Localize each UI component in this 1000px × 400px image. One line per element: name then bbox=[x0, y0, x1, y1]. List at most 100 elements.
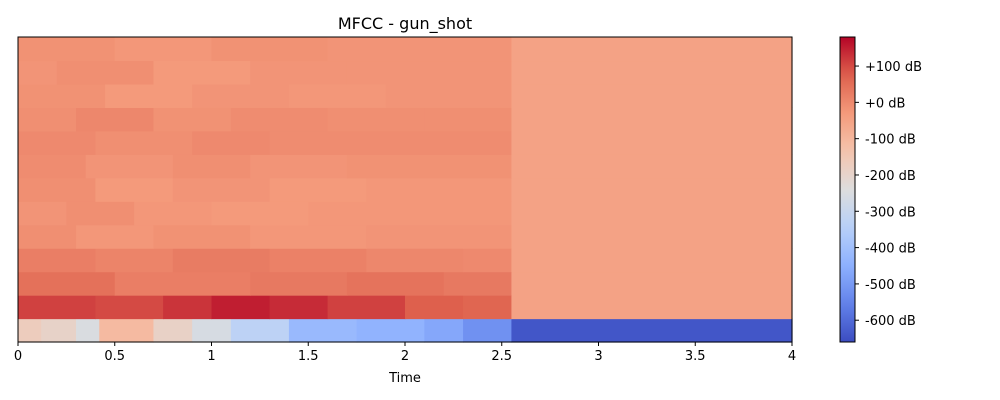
heatmap-cell bbox=[511, 83, 793, 108]
colorbar-tick-label: -500 dB bbox=[865, 278, 916, 293]
x-tick-label: 1.5 bbox=[298, 349, 319, 364]
heatmap-cell bbox=[443, 154, 513, 179]
heatmap-cell bbox=[366, 248, 464, 273]
heatmap-cell bbox=[269, 295, 329, 320]
heatmap-cell bbox=[288, 318, 358, 343]
heatmap-cell bbox=[56, 60, 155, 85]
heatmap-cell bbox=[18, 130, 96, 155]
x-axis-ticks: 0 0.5 1 1.5 2 2.5 3 3.5 4 bbox=[14, 342, 796, 364]
heatmap-cell bbox=[18, 154, 87, 179]
heatmap-cell bbox=[250, 154, 348, 179]
heatmap-cell bbox=[18, 271, 116, 296]
heatmap-cell bbox=[250, 60, 348, 85]
heatmap-cell bbox=[211, 295, 271, 320]
heatmap-cell bbox=[511, 271, 793, 296]
heatmap-cell bbox=[153, 107, 232, 132]
heatmap-cell bbox=[250, 271, 348, 296]
heatmap-cell bbox=[385, 83, 513, 108]
heatmap-cell bbox=[18, 177, 96, 202]
x-tick-label: 1 bbox=[207, 349, 215, 364]
heatmap-cell bbox=[511, 154, 793, 179]
heatmap-cell bbox=[18, 295, 96, 320]
heatmap-cell bbox=[230, 107, 329, 132]
colorbar-tick-label: -400 dB bbox=[865, 242, 916, 257]
x-tick-label: 0 bbox=[14, 349, 22, 364]
x-tick-label: 2.5 bbox=[491, 349, 512, 364]
colorbar-tick-label: -600 dB bbox=[865, 314, 916, 329]
heatmap-cell bbox=[511, 295, 793, 320]
heatmap-cell bbox=[211, 37, 329, 62]
heatmap-cell bbox=[172, 154, 251, 179]
heatmap-cell bbox=[95, 177, 174, 202]
heatmap-cell bbox=[76, 107, 155, 132]
heatmap-cell bbox=[327, 107, 425, 132]
heatmap-cell bbox=[114, 37, 213, 62]
colorbar-tick-label: +100 dB bbox=[865, 60, 922, 75]
heatmap-cell bbox=[443, 271, 513, 296]
colorbar-tick-label: +0 dB bbox=[865, 96, 905, 111]
heatmap-cell bbox=[95, 130, 193, 155]
heatmap-cell bbox=[269, 248, 367, 273]
heatmap-cell bbox=[511, 248, 793, 273]
heatmap-cell bbox=[463, 318, 513, 343]
heatmap-cell bbox=[346, 271, 445, 296]
heatmap-cell bbox=[66, 201, 135, 226]
heatmap-cell bbox=[327, 295, 406, 320]
heatmap-cell bbox=[366, 177, 513, 202]
heatmap-cell bbox=[18, 248, 96, 273]
heatmap-cell bbox=[172, 177, 271, 202]
heatmap-cell bbox=[99, 318, 155, 343]
heatmap-cell bbox=[18, 224, 77, 249]
heatmap-cell bbox=[18, 83, 106, 108]
heatmap-cell bbox=[114, 271, 251, 296]
x-tick-label: 2 bbox=[401, 349, 409, 364]
heatmap-cell bbox=[269, 130, 387, 155]
heatmap-cell bbox=[105, 83, 193, 108]
heatmap-cell bbox=[346, 60, 513, 85]
heatmap-cell bbox=[153, 318, 193, 343]
heatmap-cell bbox=[511, 177, 793, 202]
heatmap-cell bbox=[511, 224, 793, 249]
heatmap-cell bbox=[18, 318, 42, 343]
heatmap-cell bbox=[366, 224, 464, 249]
heatmap-cell bbox=[134, 201, 213, 226]
heatmap-cell bbox=[405, 201, 513, 226]
heatmap-cell bbox=[18, 107, 77, 132]
x-tick-label: 0.5 bbox=[104, 349, 125, 364]
heatmap-cell bbox=[172, 248, 271, 273]
colorbar bbox=[839, 36, 856, 343]
heatmap-cell bbox=[192, 318, 232, 343]
colorbar-tick-label: -100 dB bbox=[865, 133, 916, 148]
colorbar-tick-label: -300 dB bbox=[865, 205, 916, 220]
heatmap-cell bbox=[85, 154, 174, 179]
heatmap-cell bbox=[95, 248, 174, 273]
heatmap-cell bbox=[153, 60, 251, 85]
heatmap-cell bbox=[18, 37, 116, 62]
heatmap-cell bbox=[511, 318, 793, 343]
heatmap-cell bbox=[385, 130, 513, 155]
heatmap-cell bbox=[511, 60, 793, 85]
heatmap-cell bbox=[41, 318, 77, 343]
x-tick-label: 3.5 bbox=[685, 349, 706, 364]
heatmap-cell bbox=[288, 83, 387, 108]
heatmap-cell bbox=[230, 318, 290, 343]
heatmap-cell bbox=[192, 130, 271, 155]
colorbar-tick-label: -200 dB bbox=[865, 169, 916, 184]
heatmap-cell bbox=[463, 295, 513, 320]
heatmap-cell bbox=[269, 177, 367, 202]
heatmap-cell bbox=[211, 201, 309, 226]
x-tick-label: 3 bbox=[594, 349, 602, 364]
heatmap-cell bbox=[424, 37, 513, 62]
heatmap-cell bbox=[250, 224, 367, 249]
colorbar-ticks: +100 dB +0 dB -100 dB -200 dB -300 dB -400 dB… bbox=[855, 60, 922, 329]
heatmap-cells bbox=[18, 37, 793, 343]
heatmap-cell bbox=[163, 295, 213, 320]
heatmap-cell bbox=[76, 224, 155, 249]
heatmap-cell bbox=[511, 37, 793, 62]
heatmap-cell bbox=[327, 37, 425, 62]
heatmap-cell bbox=[511, 107, 793, 132]
heatmap-cell bbox=[95, 295, 164, 320]
heatmap-cell bbox=[153, 224, 251, 249]
heatmap-cell bbox=[463, 224, 513, 249]
